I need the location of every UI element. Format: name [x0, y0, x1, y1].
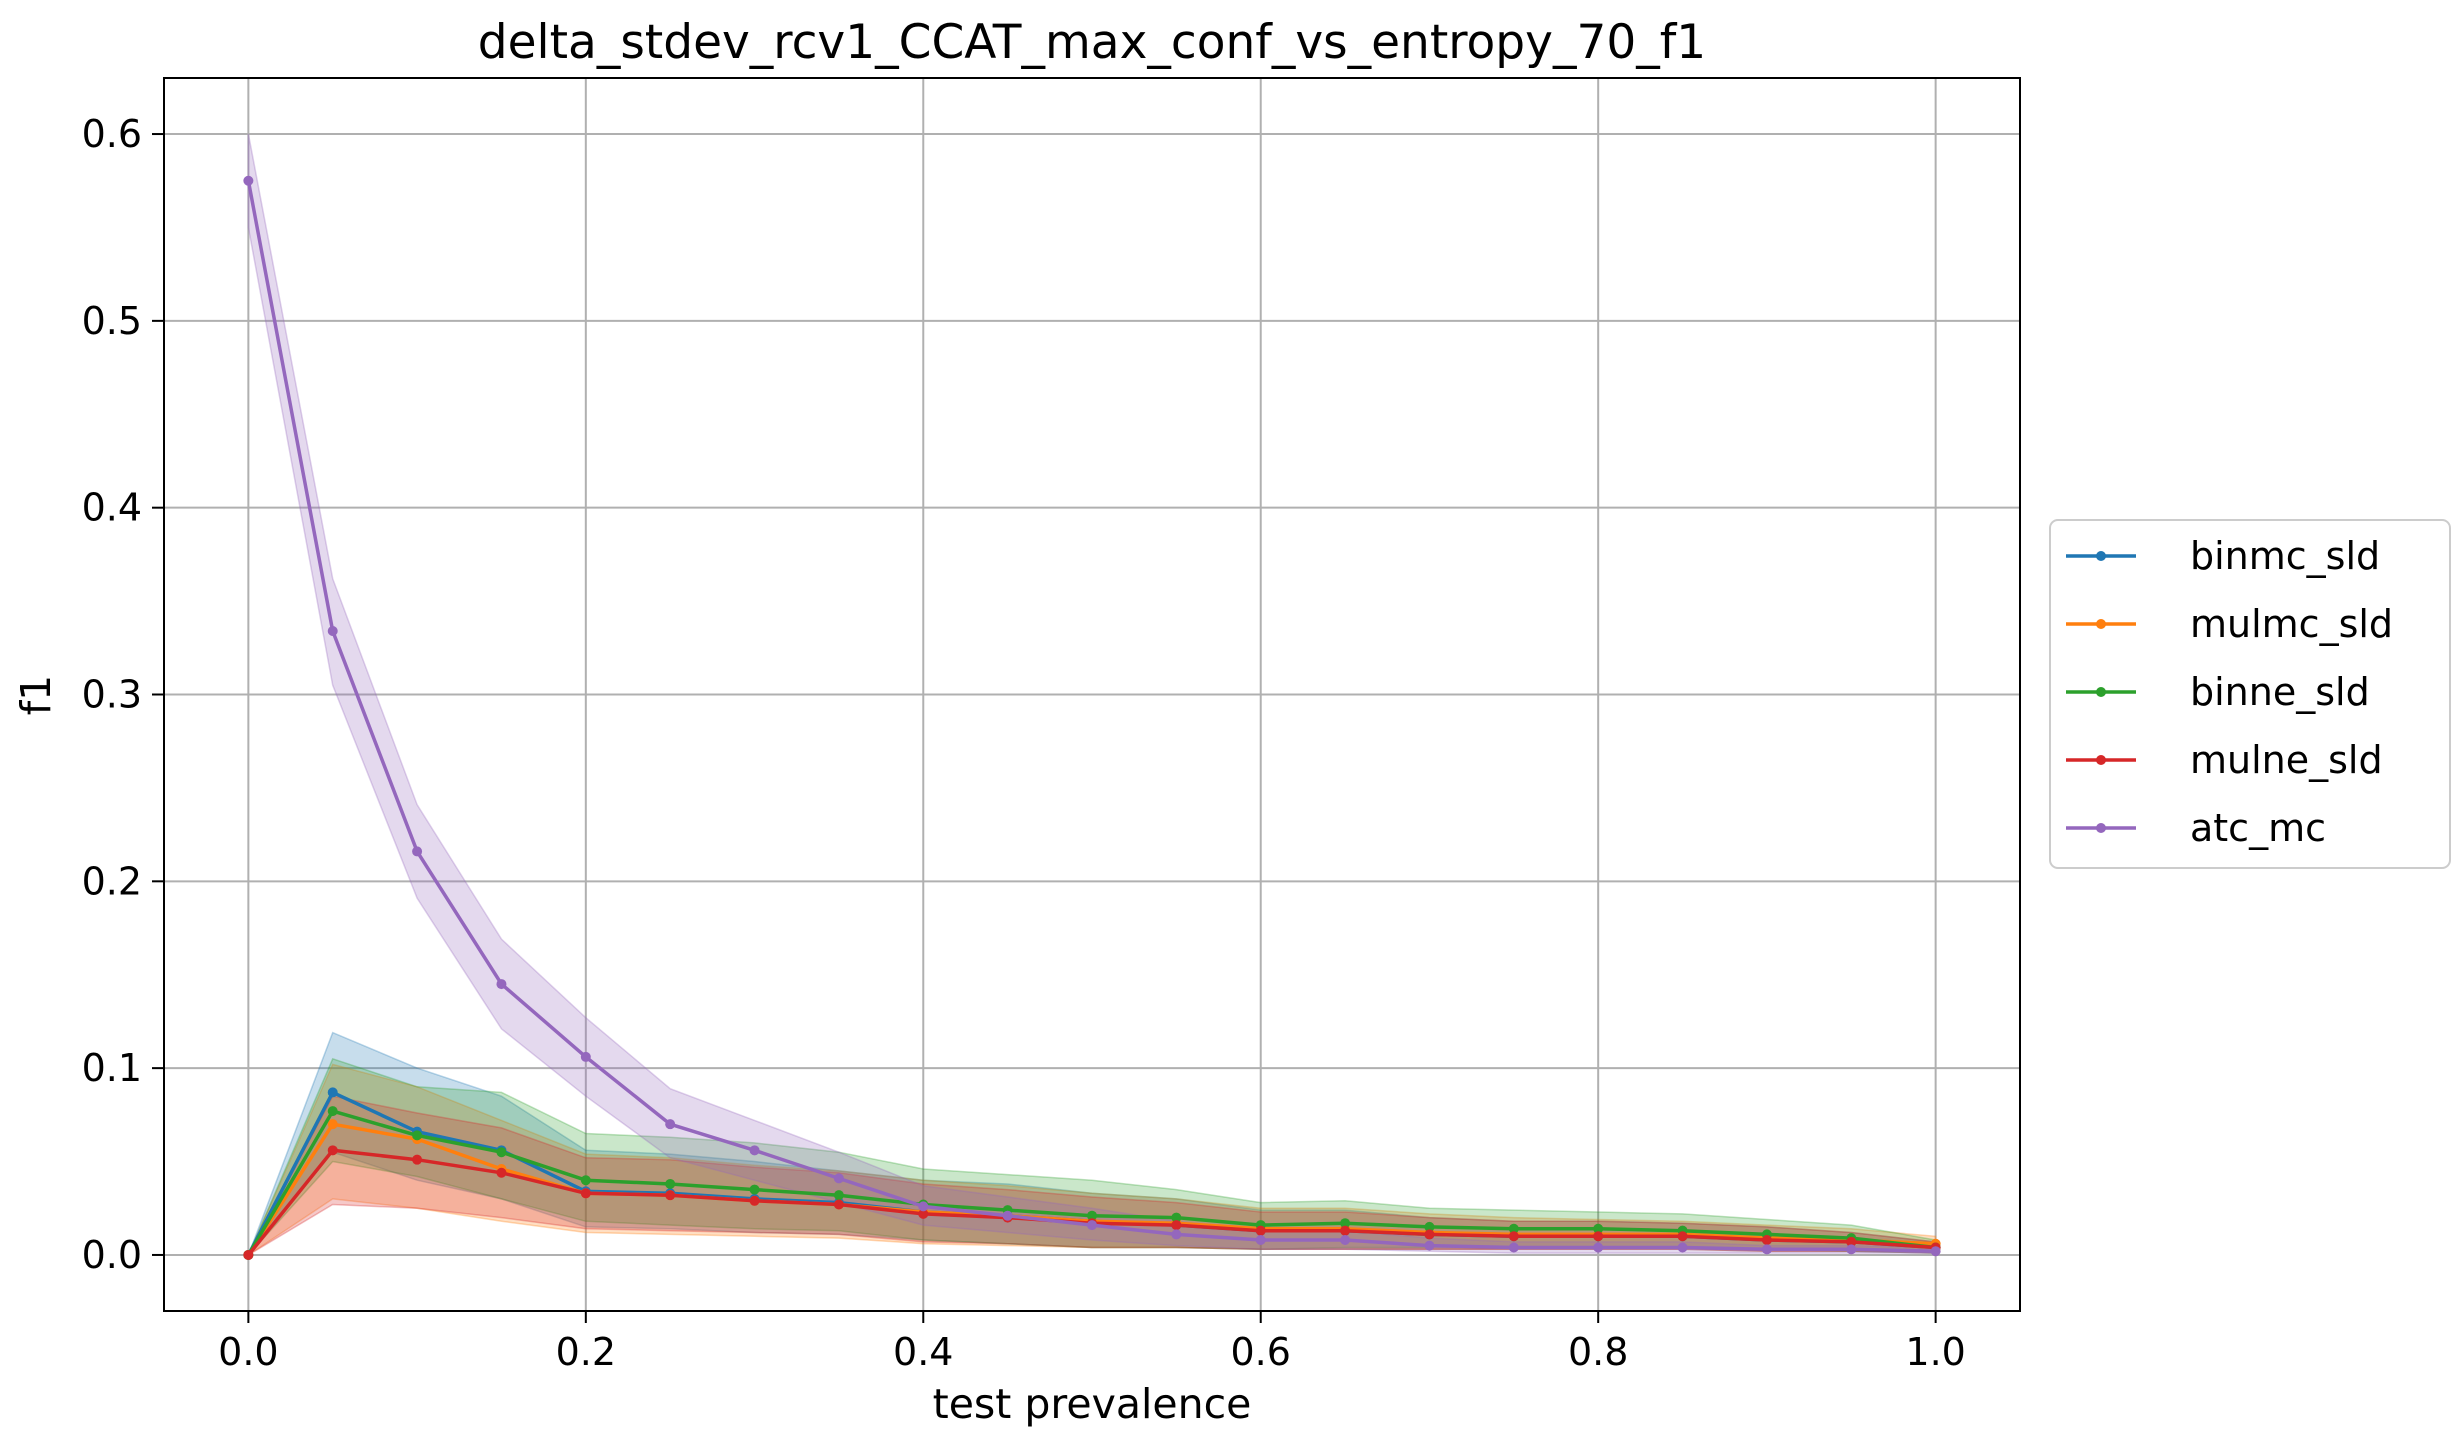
point-mulne_sld — [1593, 1231, 1604, 1242]
point-binne_sld — [833, 1190, 844, 1201]
point-atc_mc — [1424, 1240, 1435, 1251]
y-tick-label: 0.5 — [82, 299, 142, 343]
point-binne_sld — [1508, 1223, 1519, 1234]
legend-entry-mulne_sld: mulne_sld — [2066, 738, 2383, 782]
point-mulne_sld — [1846, 1236, 1857, 1247]
point-binne_sld — [749, 1184, 760, 1195]
point-binne_sld — [1593, 1223, 1604, 1234]
x-axis-label: test prevalence — [933, 1380, 1252, 1428]
point-atc_mc — [496, 979, 507, 990]
y-tick-label: 0.1 — [82, 1046, 142, 1090]
point-binne_sld — [1424, 1221, 1435, 1232]
x-tick-label: 0.8 — [1568, 1330, 1628, 1374]
point-atc_mc — [833, 1173, 844, 1184]
legend-label: atc_mc — [2190, 806, 2326, 850]
point-atc_mc — [580, 1051, 591, 1062]
legend-marker — [2096, 687, 2106, 697]
x-tick-label: 1.0 — [1905, 1330, 1965, 1374]
x-tick-label: 0.0 — [218, 1330, 278, 1374]
point-atc_mc — [327, 625, 338, 636]
x-axis-ticks: 0.0 0.2 0.4 0.6 0.8 1.0 — [218, 1311, 1966, 1374]
series-atc_mc — [243, 175, 1941, 1257]
point-binmc_sld — [327, 1087, 338, 1098]
point-mulne_sld — [1761, 1235, 1772, 1246]
y-tick-label: 0.2 — [82, 859, 142, 903]
point-mulne_sld — [749, 1195, 760, 1206]
point-mulne_sld — [833, 1199, 844, 1210]
point-mulne_sld — [412, 1154, 423, 1165]
point-atc_mc — [1930, 1246, 1941, 1257]
legend-marker — [2096, 755, 2106, 765]
point-atc_mc — [1087, 1220, 1097, 1231]
x-tick-label: 0.4 — [893, 1330, 953, 1374]
point-atc_mc — [412, 846, 423, 857]
point-mulne_sld — [1171, 1220, 1182, 1231]
point-atc_mc — [1508, 1242, 1519, 1253]
point-atc_mc — [1340, 1235, 1351, 1246]
point-binne_sld — [1340, 1218, 1351, 1229]
point-mulne_sld — [496, 1167, 507, 1178]
point-atc_mc — [1255, 1235, 1266, 1246]
chart-title: delta_stdev_rcv1_CCAT_max_conf_vs_entrop… — [478, 15, 1706, 70]
y-tick-label: 0.4 — [82, 486, 142, 530]
legend-label: mulne_sld — [2190, 738, 2383, 782]
point-atc_mc — [1677, 1242, 1688, 1253]
legend-label: mulmc_sld — [2190, 602, 2393, 646]
point-atc_mc — [749, 1145, 760, 1156]
point-atc_mc — [665, 1119, 676, 1130]
legend-label: binmc_sld — [2190, 534, 2380, 578]
point-atc_mc — [1171, 1229, 1182, 1240]
y-axis-label: f1 — [12, 675, 60, 716]
point-binne_sld — [1171, 1212, 1182, 1223]
point-mulne_sld — [1255, 1225, 1266, 1236]
point-mulne_sld — [327, 1145, 338, 1156]
legend-label: binne_sld — [2190, 670, 2370, 714]
legend-entry-binne_sld: binne_sld — [2066, 670, 2370, 714]
legend-entry-binmc_sld: binmc_sld — [2066, 534, 2380, 578]
legend-entry-mulmc_sld: mulmc_sld — [2066, 602, 2393, 646]
point-mulne_sld — [1424, 1229, 1435, 1240]
point-mulne_sld — [243, 1249, 254, 1260]
grid — [164, 78, 2020, 1311]
point-binne_sld — [580, 1175, 591, 1186]
point-binne_sld — [496, 1147, 507, 1158]
point-mulne_sld — [1677, 1231, 1688, 1242]
legend-entry-atc_mc: atc_mc — [2066, 806, 2326, 850]
y-axis-ticks: 0.0 0.1 0.2 0.3 0.4 0.5 0.6 — [82, 112, 164, 1277]
point-binne_sld — [412, 1130, 423, 1141]
series-lines — [243, 175, 1941, 1260]
point-mulne_sld — [665, 1190, 676, 1201]
point-binne_sld — [1087, 1210, 1097, 1221]
point-binne_sld — [327, 1106, 338, 1117]
point-mulmc_sld — [327, 1119, 338, 1130]
x-tick-label: 0.6 — [1231, 1330, 1291, 1374]
point-atc_mc — [1761, 1244, 1772, 1255]
legend-marker — [2096, 551, 2106, 561]
legend-box — [2049, 519, 2451, 869]
point-atc_mc — [243, 175, 254, 186]
y-tick-label: 0.6 — [82, 112, 142, 156]
point-atc_mc — [1593, 1242, 1604, 1253]
point-binne_sld — [665, 1178, 676, 1189]
x-tick-label: 0.2 — [556, 1330, 616, 1374]
point-mulne_sld — [1508, 1231, 1519, 1242]
point-mulne_sld — [580, 1188, 591, 1199]
y-tick-label: 0.3 — [82, 673, 142, 717]
point-mulne_sld — [918, 1208, 929, 1219]
point-atc_mc — [1002, 1210, 1013, 1221]
point-mulne_sld — [1340, 1225, 1351, 1236]
point-atc_mc — [918, 1201, 929, 1212]
legend-marker — [2096, 823, 2106, 833]
point-atc_mc — [1846, 1244, 1857, 1255]
y-tick-label: 0.0 — [82, 1233, 142, 1277]
line-atc_mc — [246, 180, 1936, 1253]
legend: binmc_sld mulmc_sld binne_sld mulne_sld atc_… — [2049, 519, 2451, 869]
legend-marker — [2096, 619, 2106, 629]
